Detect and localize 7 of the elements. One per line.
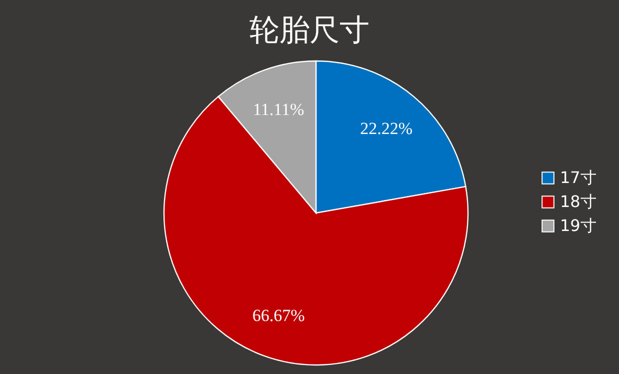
legend-label: 18寸 — [560, 192, 596, 211]
legend-label: 19寸 — [560, 216, 596, 235]
chart-title: 轮胎尺寸 — [250, 13, 370, 48]
data-label: 22.22% — [360, 119, 413, 138]
data-label: 11.11% — [252, 100, 304, 120]
data-label: 66.67% — [252, 306, 305, 325]
legend-label: 17寸 — [560, 168, 596, 187]
